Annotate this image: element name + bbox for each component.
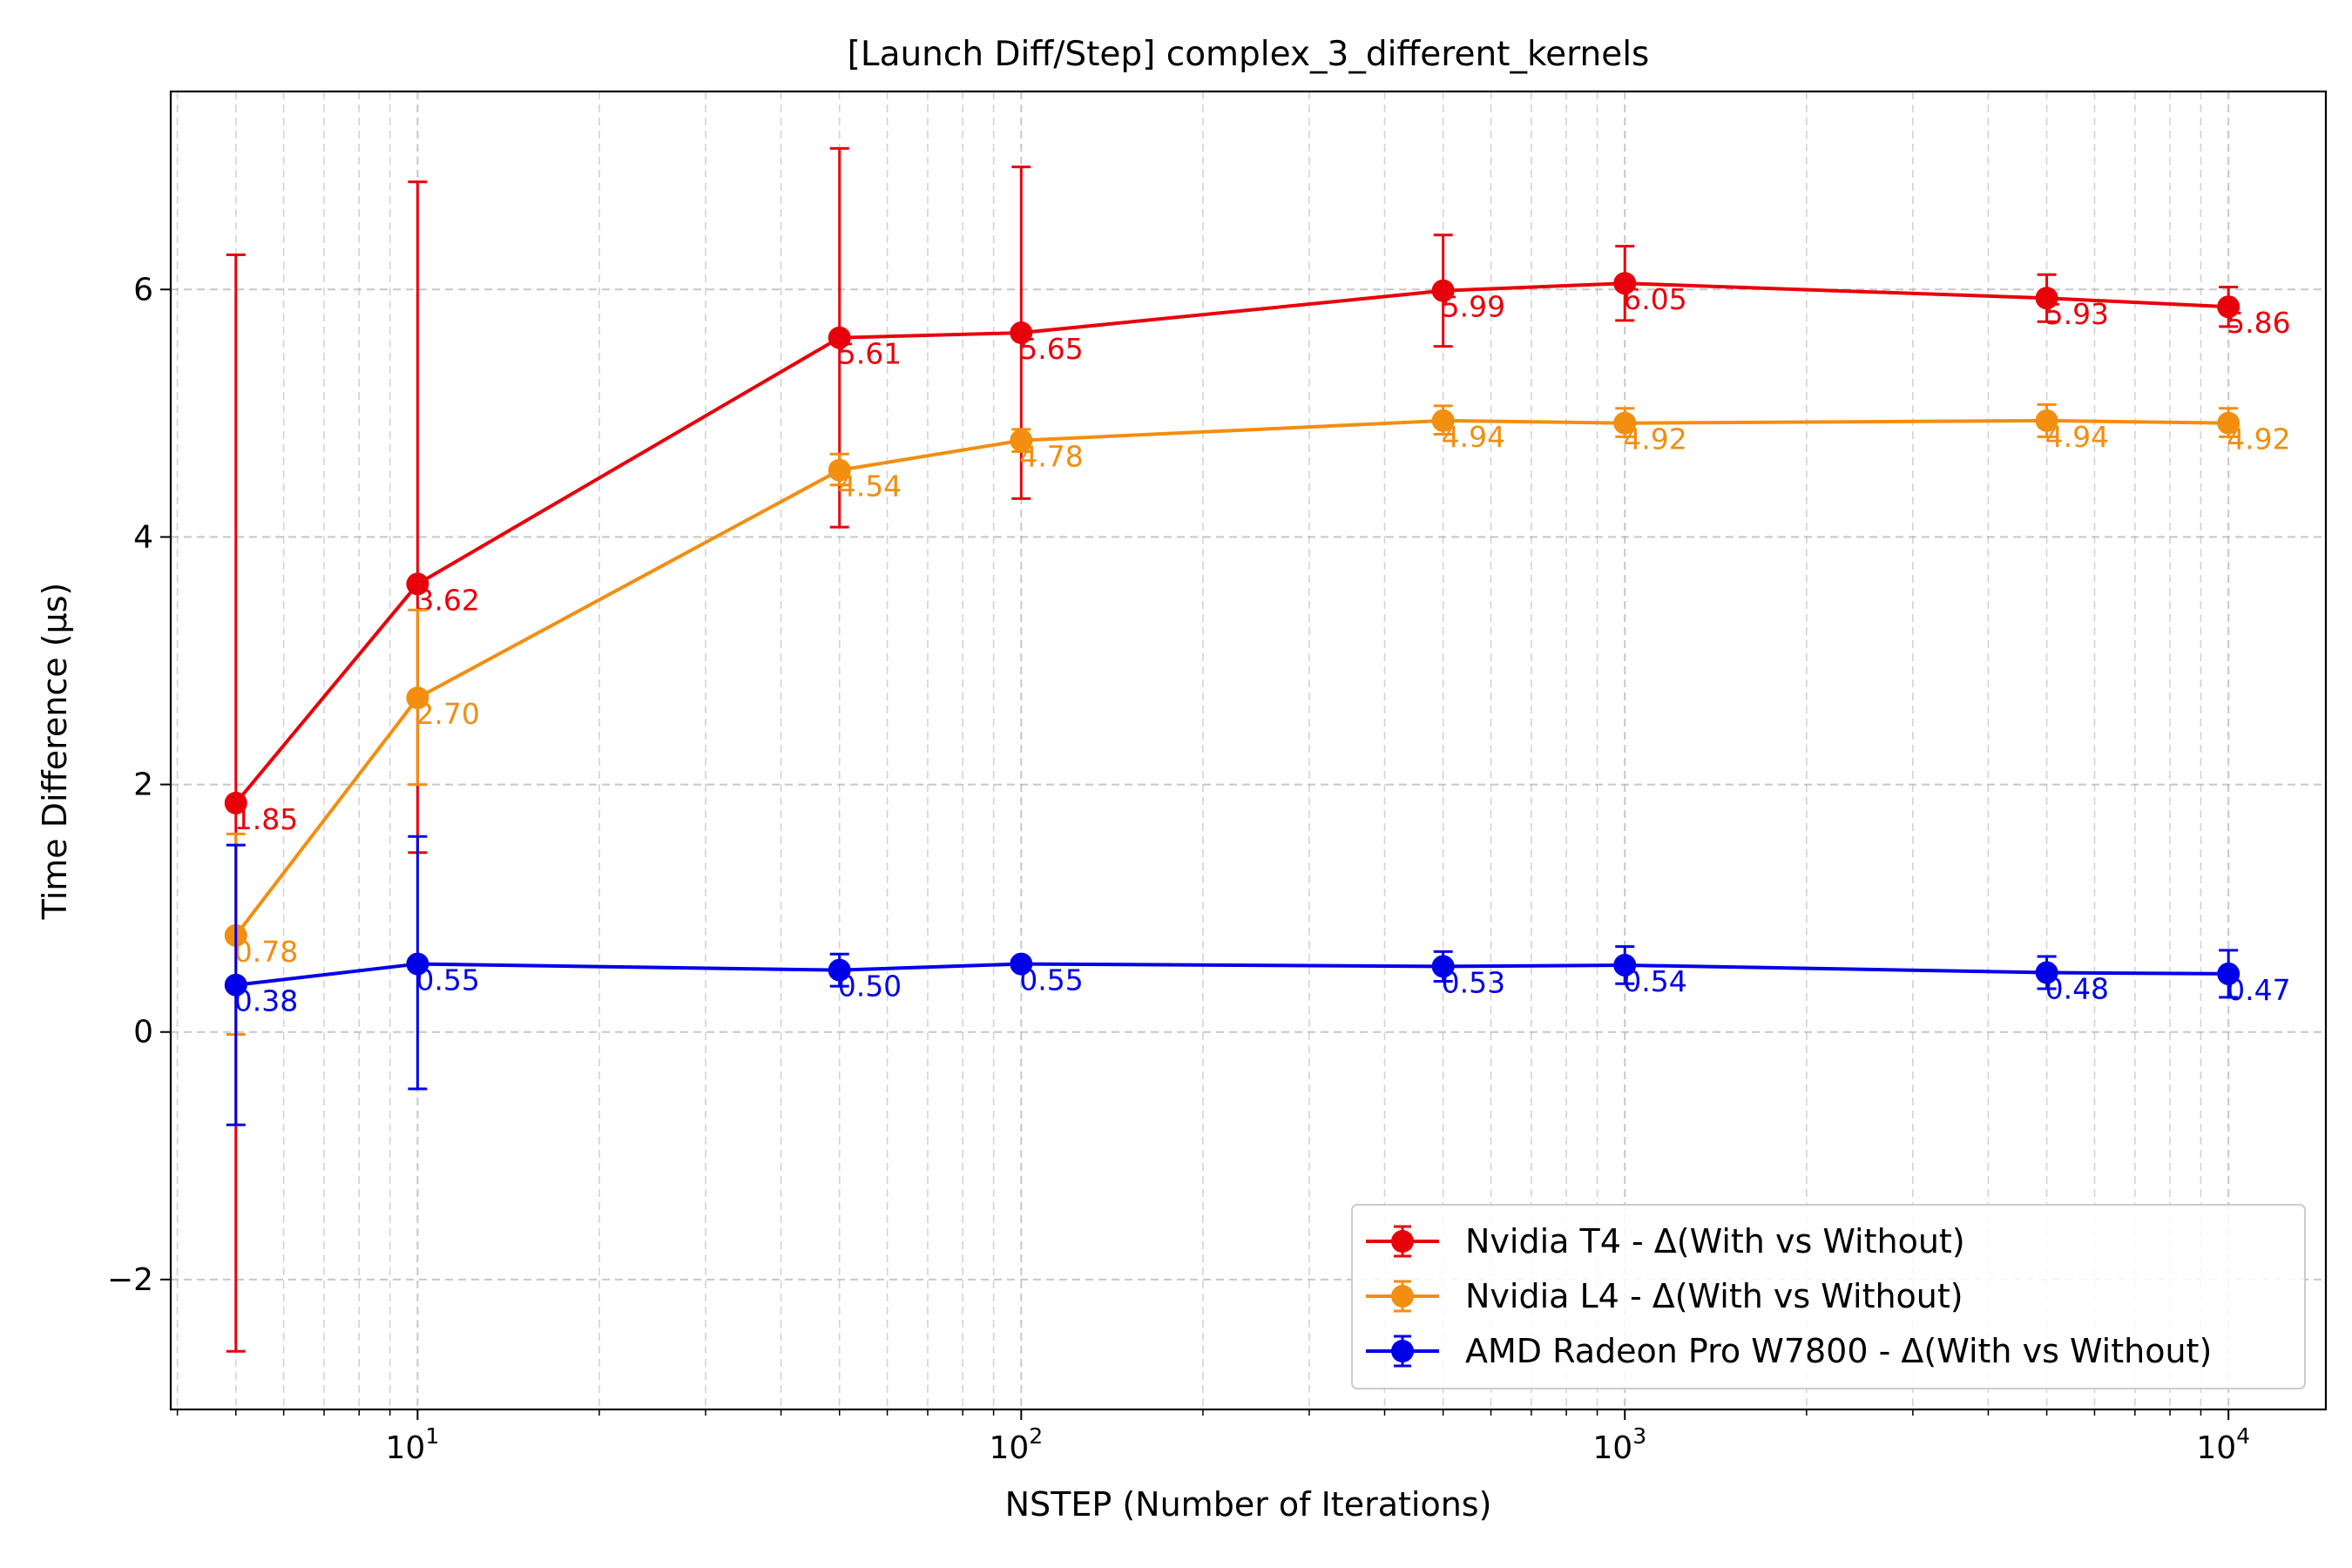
y-axis-label: Time Difference (µs): [36, 583, 74, 921]
series-line: [235, 962, 2229, 987]
data-point: [406, 572, 429, 596]
x-tick-label: 103: [1592, 1423, 1646, 1466]
data-point: [2217, 411, 2240, 435]
data-label: 4.54: [838, 470, 902, 504]
data-point: [224, 791, 247, 814]
y-tick-label: 0: [133, 1015, 153, 1051]
data-point: [1613, 272, 1637, 295]
data-label: 4.94: [1442, 420, 1505, 454]
data-point: [828, 326, 851, 349]
y-tick-label: 6: [133, 272, 153, 308]
data-point: [406, 686, 429, 710]
legend-box: [1351, 1204, 2306, 1389]
data-point: [1431, 409, 1455, 432]
legend-marker: [1391, 1230, 1414, 1253]
x-tick-label: 101: [386, 1423, 440, 1466]
legend-label: Nvidia T4 - Δ(With vs Without): [1465, 1222, 1965, 1260]
plot-frame: [169, 90, 2328, 1411]
legend-label: AMD Radeon Pro W7800 - Δ(With vs Without…: [1465, 1332, 2212, 1370]
data-label: 0.55: [1019, 963, 1083, 997]
legend-item: Nvidia T4 - Δ(With vs Without): [1366, 1222, 1965, 1260]
data-label: 0.50: [838, 970, 902, 1004]
data-label: 5.86: [2227, 306, 2290, 340]
legend: Nvidia T4 - Δ(With vs Without) Nvidia L4 …: [1351, 1204, 2306, 1389]
data-point: [2217, 962, 2240, 985]
data-point: [224, 973, 247, 997]
x-axis-label: NSTEP (Number of Iterations): [1005, 1485, 1492, 1524]
data-label: 0.47: [2227, 973, 2290, 1007]
y-tick-label: 2: [133, 767, 153, 803]
data-label: 5.65: [1019, 332, 1083, 366]
data-point: [2217, 295, 2240, 319]
series-line: [234, 418, 2229, 937]
data-label: 0.78: [234, 935, 298, 969]
series-3: 0.38 0.55 0.50 0.55 0.53 0.54 0.48 0.47: [224, 835, 2291, 1126]
data-label: 0.54: [1623, 964, 1686, 998]
data-label: 5.61: [838, 337, 902, 371]
legend-item: Nvidia L4 - Δ(With vs Without): [1366, 1277, 1963, 1315]
data-label: 0.38: [234, 984, 298, 1018]
grid: [171, 91, 2326, 1409]
data-label: 4.92: [2227, 422, 2290, 456]
data-label: 1.85: [234, 802, 298, 836]
data-point: [1431, 955, 1455, 978]
data-point: [2035, 409, 2058, 432]
data-point: [2035, 287, 2058, 310]
data-point: [828, 958, 851, 982]
data-label: 4.94: [2045, 420, 2109, 454]
legend-marker: [1391, 1285, 1414, 1308]
series-2: 0.78 2.70 4.54 4.78 4.94 4.92 4.94 4.92: [224, 402, 2291, 1037]
data-point: [1431, 279, 1455, 302]
data-point: [1613, 411, 1637, 435]
x-tick-label: 104: [2196, 1423, 2250, 1466]
data-point: [1613, 953, 1637, 977]
data-label: 3.62: [416, 583, 479, 617]
data-label: 6.05: [1623, 282, 1686, 316]
legend-label: Nvidia L4 - Δ(With vs Without): [1465, 1277, 1963, 1315]
y-tick-label: −2: [107, 1262, 153, 1298]
data-label: 4.92: [1623, 422, 1686, 456]
data-label: 2.70: [416, 697, 479, 731]
axis-ticks: 101 102 103 104 −2 0 2 4 6: [107, 272, 2250, 1466]
legend-marker: [1391, 1340, 1414, 1362]
data-point: [1010, 321, 1033, 345]
legend-item: AMD Radeon Pro W7800 - Δ(With vs Without…: [1366, 1332, 2212, 1370]
data-point: [828, 458, 851, 482]
data-label: 0.55: [416, 963, 479, 997]
series-layer: 1.85 3.62 5.61 5.65 5.99 6.05 5.93 5.86 0.78 2.70…: [224, 146, 2291, 1353]
data-label: 0.48: [2045, 972, 2109, 1006]
data-point: [406, 952, 429, 976]
data-point: [2035, 961, 2058, 984]
y-tick-label: 4: [133, 519, 153, 555]
chart-title: [Launch Diff/Step] complex_3_different_k…: [848, 35, 1650, 74]
x-tick-label: 102: [989, 1423, 1043, 1466]
data-label: 5.99: [1442, 290, 1505, 324]
data-point: [1010, 952, 1033, 976]
data-label: 0.53: [1442, 965, 1505, 999]
data-point: [1010, 429, 1033, 452]
series-1: 1.85 3.62 5.61 5.65 5.99 6.05 5.93 5.86: [224, 146, 2291, 1353]
data-label: 5.93: [2045, 297, 2109, 331]
series-line: [234, 281, 2229, 805]
data-label: 4.78: [1019, 440, 1083, 474]
